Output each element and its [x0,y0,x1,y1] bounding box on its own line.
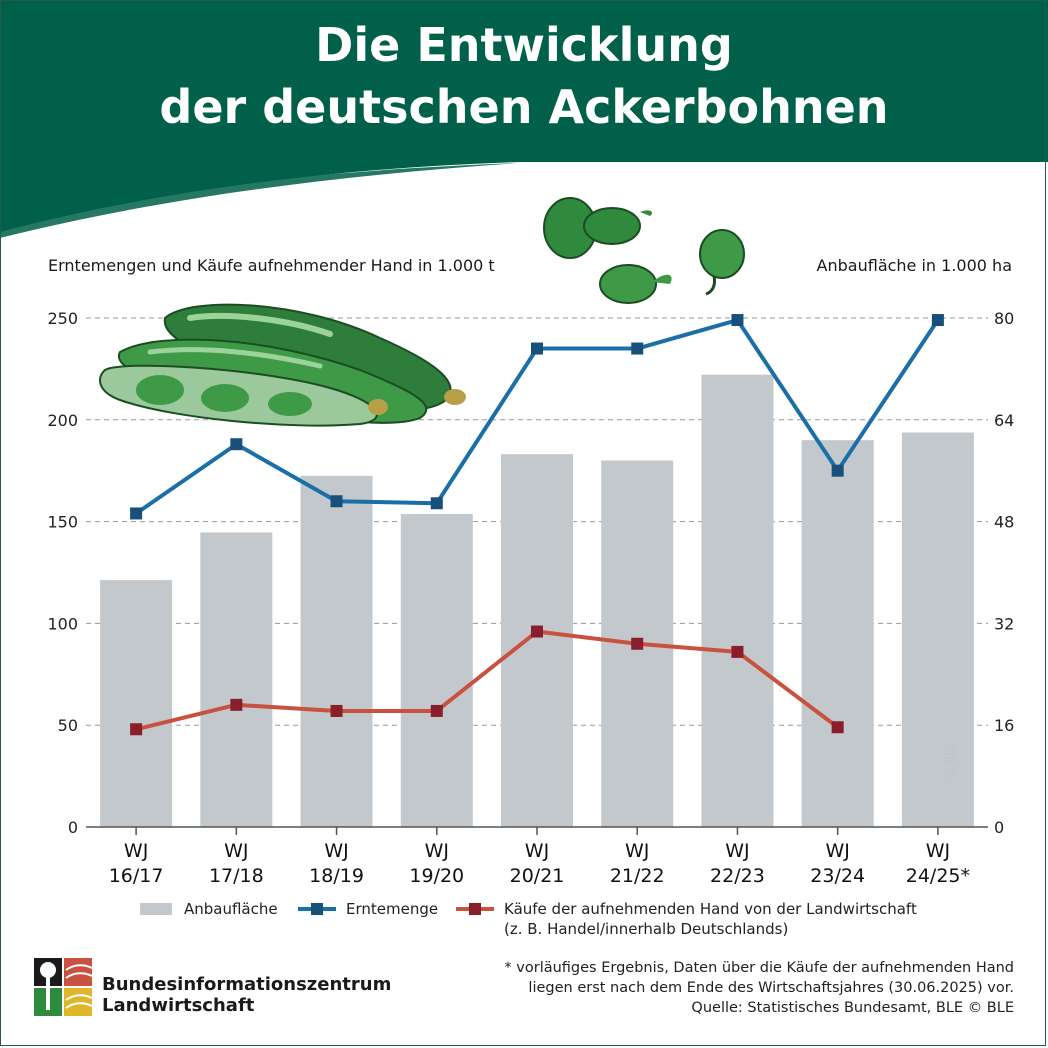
area-bar [300,475,373,827]
harvest-point [931,314,944,327]
area-bar [400,513,473,827]
bean-chart: 0 0 50 16 100 32 150 48 200 64 250 80 WJ 16/17 WJ 17/18… [47,197,1014,887]
area-bar [100,580,173,827]
legend-item-purchases: Käufe der aufnehmenden Hand von der Land… [456,900,917,938]
footnote-source: Quelle: Statistisches Bundesamt, BLE © B… [691,1000,1014,1016]
category-label: WJ [525,840,549,862]
title-line-1: Die Entwicklung [315,18,733,72]
category-label: WJ [926,840,950,862]
purchase-point [430,704,443,717]
left-tick-label: 150 [47,513,78,532]
right-tick-label: 0 [994,818,1004,837]
header-banner [0,0,1048,238]
category-label: 24/25* [906,865,970,887]
purchase-point [130,723,143,736]
title-line-2: der deutschen Ackerbohnen [159,80,889,134]
footnote-line-1: * vorläufiges Ergebnis, Daten über die K… [504,960,1014,976]
legend-item-area: Anbaufläche [140,900,278,918]
harvest-point [831,464,844,477]
harvest-point [130,507,143,520]
category-label: WJ [425,840,449,862]
area-bar [701,374,774,827]
harvest-point [230,438,243,451]
legend-swatch-area [140,903,172,915]
category-label: 21/22 [610,865,665,887]
left-tick-label: 200 [47,411,78,430]
category-label: 17/18 [209,865,264,887]
category-label: WJ [825,840,849,862]
right-tick-label: 80 [994,309,1014,328]
axes: 0 0 50 16 100 32 150 48 200 64 250 80 WJ 16/17 WJ 17/18… [47,309,1014,887]
legend-label-area: Anbaufläche [184,900,278,918]
area-bar [200,532,273,827]
harvest-point [531,342,543,355]
harvest-point [631,342,644,355]
legend-label-purchases: Käufe der aufnehmenden Hand von der Land… [504,900,917,918]
category-label: WJ [124,840,148,862]
category-label: WJ [625,840,649,862]
purchase-point [631,637,644,650]
purchase-line [135,629,839,732]
purchase-point [330,704,343,717]
left-axis-title: Erntemengen und Käufe aufnehmender Hand … [48,256,495,275]
category-label: 19/20 [409,865,464,887]
left-tick-label: 50 [58,716,78,735]
logo-line-1: Bundesinformationszentrum [102,974,392,995]
legend: Anbaufläche Erntemenge Käufe der aufnehm… [140,900,960,950]
legend-label-purchases-note: (z. B. Handel/innerhalb Deutschlands) [504,920,789,938]
legend-label-harvest: Erntemenge [346,900,439,918]
harvest-point [430,497,443,510]
legend-swatch-purchases [456,903,494,915]
chart-title: Die Entwicklung der deutschen Ackerbohne… [0,14,1048,138]
purchase-point [531,625,543,638]
category-label: 18/19 [309,865,364,887]
broad-bean-pods-illustration [98,303,466,427]
purchase-point [230,698,243,711]
left-tick-label: 100 [47,614,78,633]
right-tick-label: 32 [994,614,1014,633]
legend-item-harvest: Erntemenge [298,900,438,918]
category-label: 23/24 [810,865,865,887]
right-tick-label: 64 [994,411,1014,430]
logo-line-2: Landwirtschaft [102,995,255,1016]
area-bar [501,454,573,827]
category-label: 22/23 [710,865,765,887]
purchase-point [831,721,844,734]
legend-swatch-harvest [298,903,336,915]
harvest-point [330,495,343,508]
right-tick-label: 16 [994,716,1014,735]
category-label: WJ [324,840,348,862]
right-tick-label: 48 [994,513,1014,532]
bzl-logo: Bundesinformationszentrum Landwirtschaft [34,956,391,1020]
category-label: 20/21 [510,865,565,887]
line-series [130,314,944,736]
bzl-logo-icon [34,958,92,1016]
footnote: * vorläufiges Ergebnis, Daten über die K… [454,958,1014,1018]
broad-beans-illustration [543,197,745,304]
harvest-point [731,314,744,327]
left-tick-label: 0 [68,818,78,837]
area-bar [801,440,874,827]
purchase-point [731,645,744,658]
left-tick-label: 250 [47,309,78,328]
footnote-line-2: liegen erst nach dem Ende des Wirtschaft… [528,980,1014,996]
right-axis-title: Anbaufläche in 1.000 ha [816,256,1012,275]
area-bar [901,432,974,827]
category-label: WJ [725,840,749,862]
category-label: WJ [224,840,248,862]
category-label: 16/17 [109,865,164,887]
